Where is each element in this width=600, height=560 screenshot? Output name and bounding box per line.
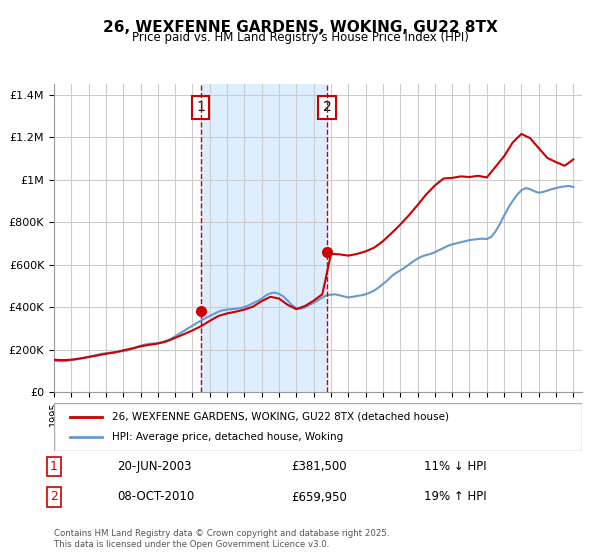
Text: £659,950: £659,950 <box>292 491 347 503</box>
Text: £381,500: £381,500 <box>292 460 347 473</box>
Text: 11% ↓ HPI: 11% ↓ HPI <box>424 460 486 473</box>
Bar <box>200 84 327 392</box>
Text: 26, WEXFENNE GARDENS, WOKING, GU22 8TX: 26, WEXFENNE GARDENS, WOKING, GU22 8TX <box>103 20 497 35</box>
FancyBboxPatch shape <box>54 403 582 451</box>
Text: 08-OCT-2010: 08-OCT-2010 <box>118 491 194 503</box>
Text: 20-JUN-2003: 20-JUN-2003 <box>118 460 192 473</box>
Text: 26, WEXFENNE GARDENS, WOKING, GU22 8TX (detached house): 26, WEXFENNE GARDENS, WOKING, GU22 8TX (… <box>112 412 449 422</box>
Text: Price paid vs. HM Land Registry's House Price Index (HPI): Price paid vs. HM Land Registry's House … <box>131 31 469 44</box>
Text: 19% ↑ HPI: 19% ↑ HPI <box>424 491 486 503</box>
Text: 1: 1 <box>196 100 205 114</box>
Text: 2: 2 <box>323 100 331 114</box>
Text: 2: 2 <box>50 491 58 503</box>
Text: HPI: Average price, detached house, Woking: HPI: Average price, detached house, Woki… <box>112 432 343 442</box>
Text: 1: 1 <box>50 460 58 473</box>
Text: Contains HM Land Registry data © Crown copyright and database right 2025.
This d: Contains HM Land Registry data © Crown c… <box>54 529 389 549</box>
